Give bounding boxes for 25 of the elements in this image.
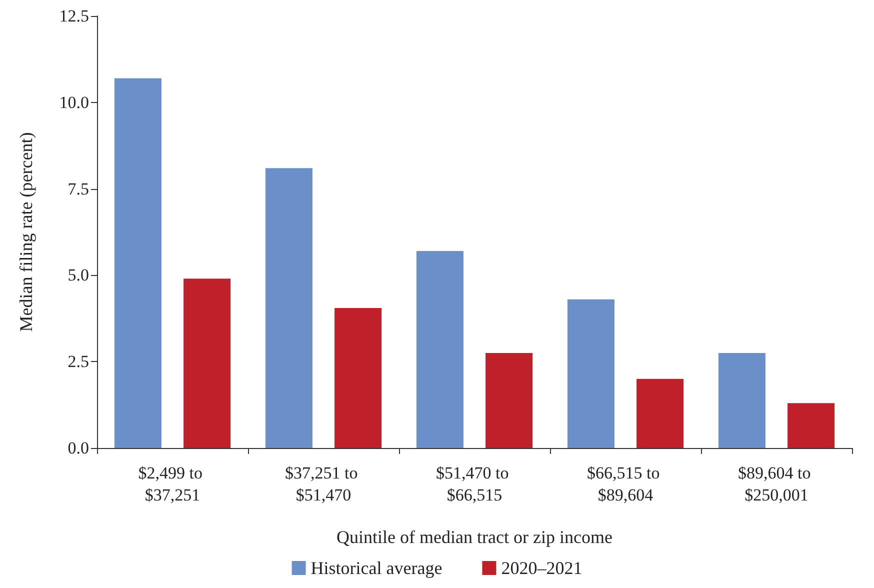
y-tick-label: 5.0 [68, 266, 89, 285]
y-tick-label: 7.5 [68, 179, 89, 198]
y-tick-label: 0.0 [68, 438, 89, 458]
bar [184, 278, 231, 448]
bar [567, 299, 614, 448]
x-tick-label: $51,470 to $66,515 [436, 464, 513, 504]
x-axis-title: Quintile of median tract or zip income [336, 527, 612, 547]
y-tick-label: 10.0 [59, 92, 89, 112]
legend-label: Historical average [310, 558, 442, 578]
y-tick-label: 12.5 [59, 6, 89, 26]
bar [416, 251, 464, 448]
x-tick-label: $89,604 to $250,001 [738, 464, 815, 504]
x-tick-label: $2,499 to $37,251 [138, 464, 207, 504]
bar [788, 403, 835, 448]
x-tick-label: $37,251 to $51,470 [285, 464, 362, 504]
bar [265, 168, 312, 448]
legend-label: 2020–2021 [501, 558, 582, 578]
x-tick-label: $66,515 to $89,604 [587, 464, 664, 504]
y-axis-title: Median filing rate (percent) [16, 132, 36, 332]
y-tick-label: 2.5 [68, 352, 89, 372]
bar [114, 78, 162, 448]
bar [486, 352, 533, 448]
bar [718, 352, 766, 448]
bar [636, 378, 684, 448]
bar [334, 308, 382, 448]
